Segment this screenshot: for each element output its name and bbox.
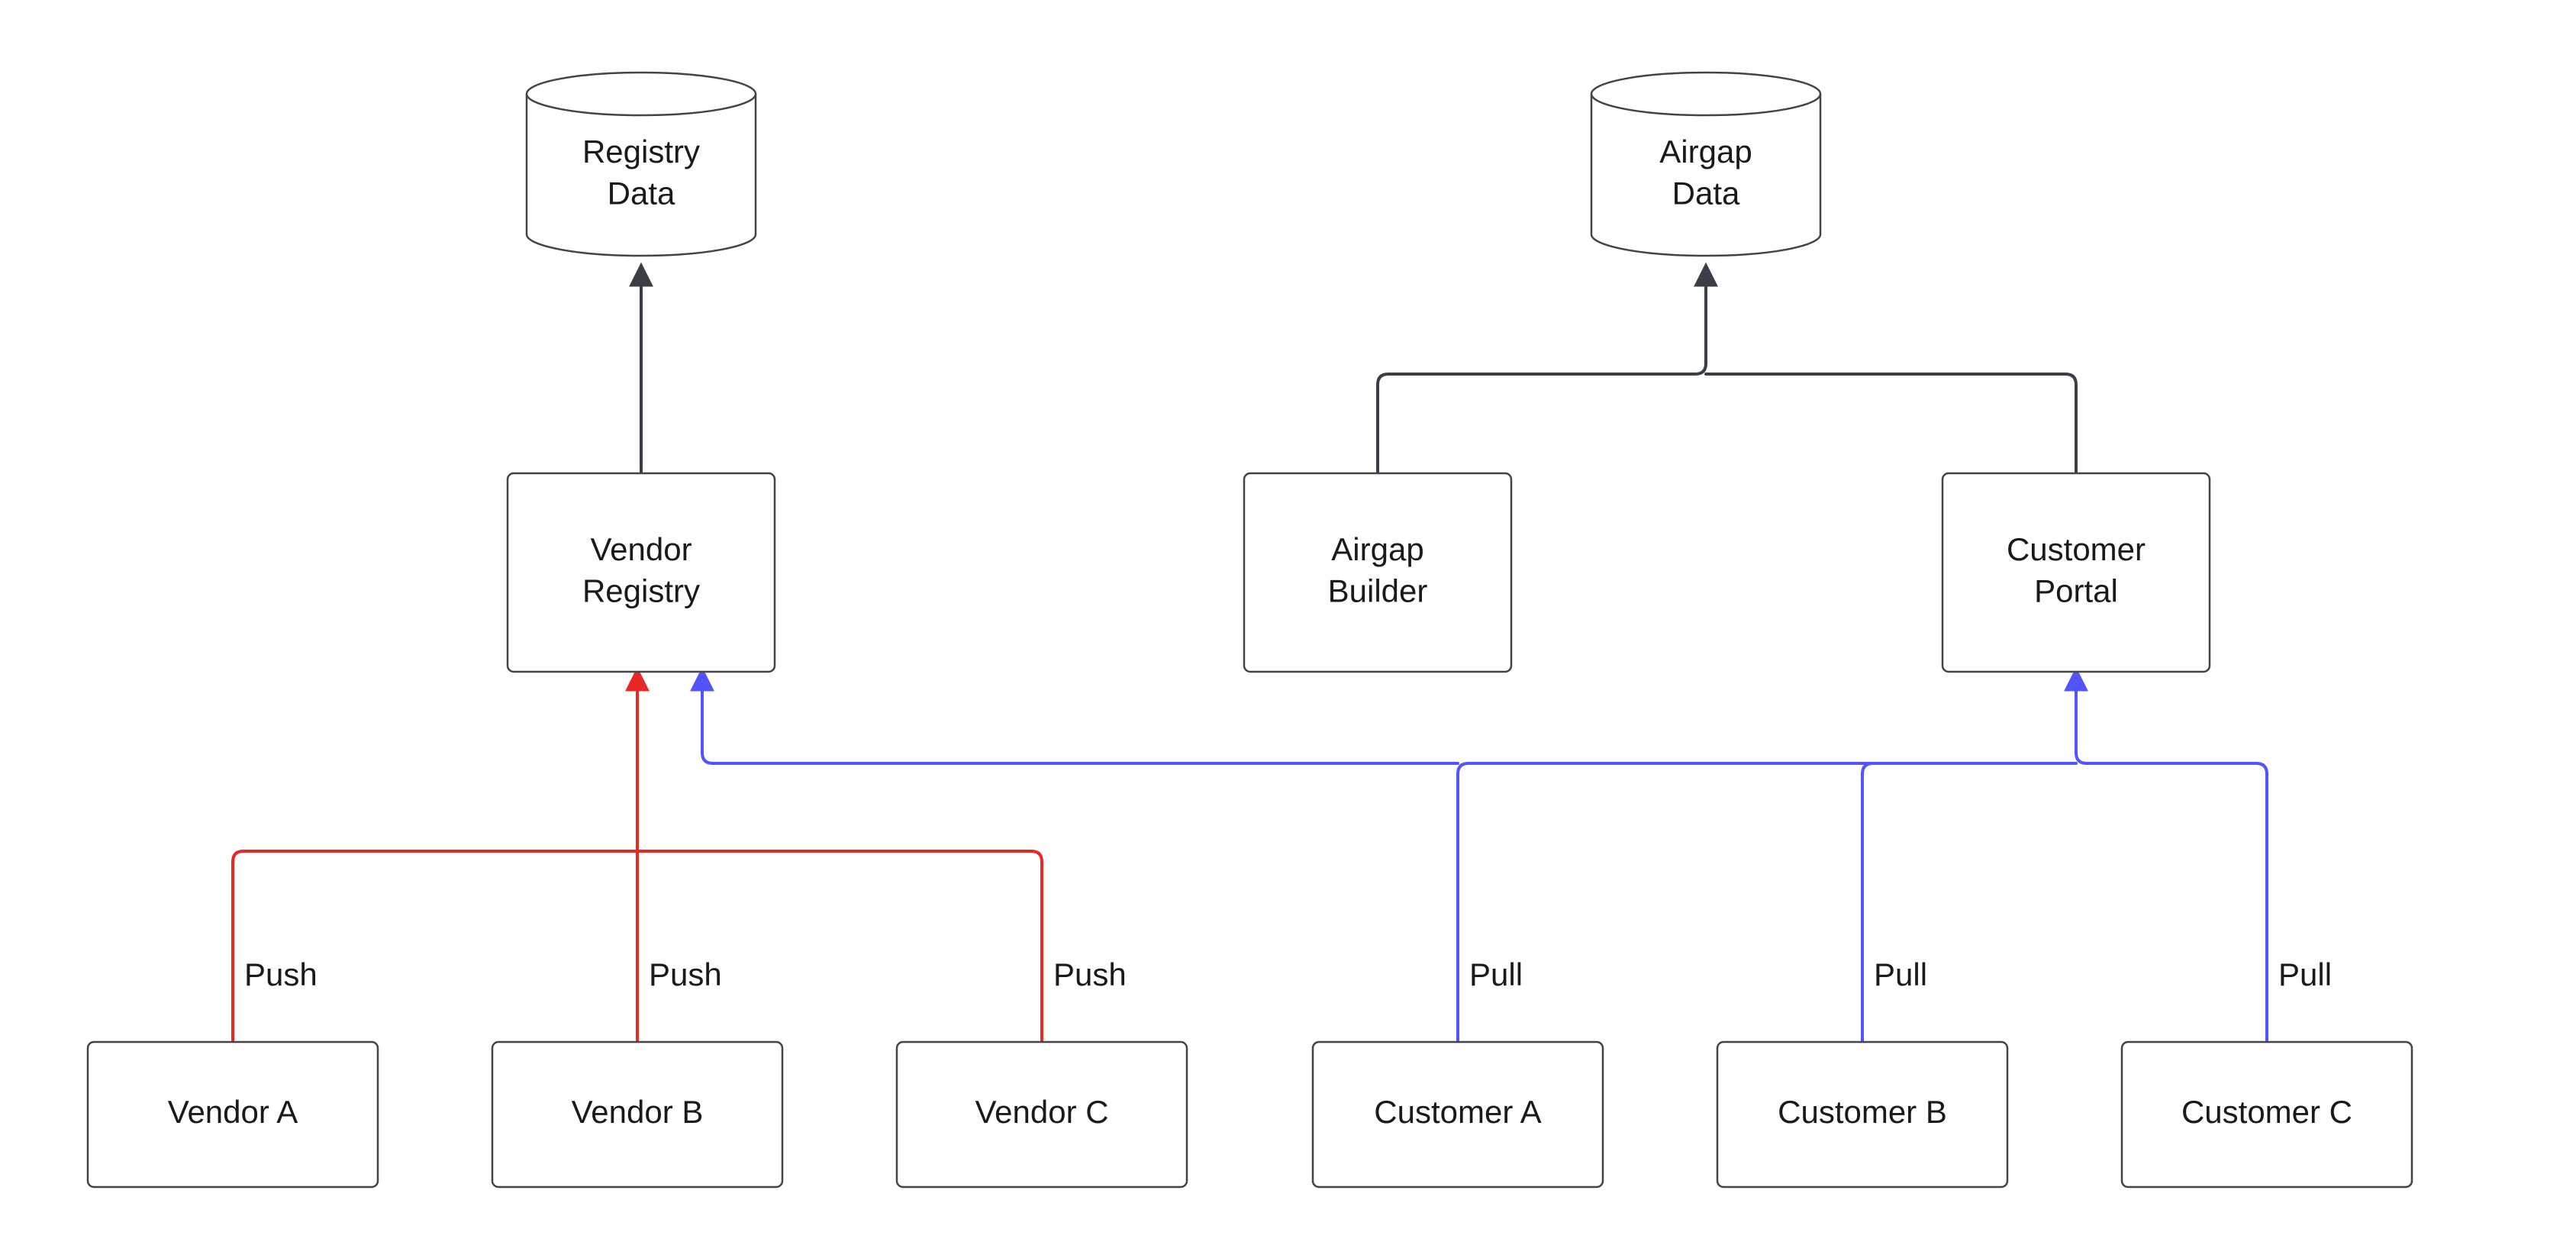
node-label-customer-c: Customer C — [2181, 1094, 2352, 1130]
node-customer-c: Customer C — [2122, 1042, 2412, 1187]
edge-label-customer-b-pull: Pull — [1874, 956, 1927, 992]
edge-label-vendor-c-push: Push — [1053, 956, 1127, 992]
node-vendor-a: Vendor A — [88, 1042, 378, 1187]
node-airgap-builder: Airgap Builder — [1244, 473, 1511, 672]
node-customer-b: Customer B — [1717, 1042, 2007, 1187]
diagram-root: PushPushPushPullPullPullRegistryDataAirg… — [0, 0, 2576, 1258]
node-label-vendor-b: Vendor B — [572, 1094, 704, 1130]
node-registry-data: Registry Data — [527, 73, 756, 256]
node-label-registry-data: Registry — [582, 134, 700, 169]
node-label-customer-a: Customer A — [1374, 1094, 1541, 1130]
edge-label-customer-c-pull: Pull — [2278, 956, 2332, 992]
architecture-diagram: PushPushPushPullPullPullRegistryDataAirg… — [0, 0, 2576, 1258]
node-vendor-b: Vendor B — [492, 1042, 782, 1187]
node-label-customer-portal: Customer — [2007, 531, 2146, 567]
node-label-vendor-registry: Registry — [582, 573, 700, 608]
node-customer-portal: Customer Portal — [1942, 473, 2210, 672]
node-label-vendor-registry: Vendor — [590, 531, 692, 567]
node-label-airgap-builder: Airgap — [1331, 531, 1423, 567]
node-customer-a: Customer A — [1313, 1042, 1603, 1187]
node-vendor-registry: Vendor Registry — [508, 473, 775, 672]
node-airgap-data: Airgap Data — [1591, 73, 1820, 256]
node-label-airgap-data: Data — [1672, 175, 1740, 211]
node-label-customer-portal: Portal — [2034, 573, 2118, 608]
edge-label-vendor-a-push: Push — [244, 956, 318, 992]
node-label-customer-b: Customer B — [1778, 1094, 1947, 1130]
node-vendor-c: Vendor C — [897, 1042, 1187, 1187]
node-label-airgap-data: Airgap — [1659, 134, 1752, 169]
edge-label-vendor-b-push: Push — [649, 956, 722, 992]
node-label-registry-data: Data — [608, 175, 675, 211]
node-label-airgap-builder: Builder — [1328, 573, 1428, 608]
edge-label-customer-a-pull: Pull — [1469, 956, 1523, 992]
node-label-vendor-c: Vendor C — [975, 1094, 1108, 1130]
node-label-vendor-a: Vendor A — [168, 1094, 298, 1130]
